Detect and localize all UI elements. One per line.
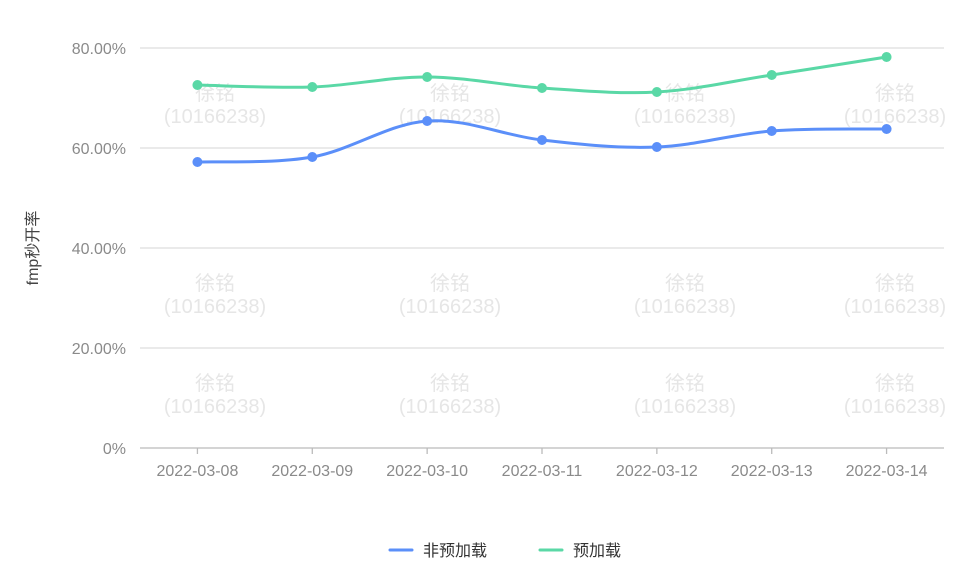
data-point: [651, 142, 662, 152]
watermark-name: 徐铭: [875, 82, 915, 105]
data-point: [881, 52, 892, 62]
data-point: [881, 124, 892, 134]
legend-item-1[interactable]: 预加载: [538, 542, 621, 560]
watermark-id: (10166238): [634, 106, 736, 128]
legend: 非预加载 预加载: [388, 542, 621, 560]
data-point: [537, 83, 547, 93]
series-layer: [192, 52, 892, 167]
watermark-name: 徐铭: [195, 372, 235, 395]
watermark-id: (10166238): [844, 296, 946, 318]
watermark-id: (10166238): [844, 396, 946, 418]
data-point: [307, 152, 318, 162]
x-tick-label: 2022-03-10: [386, 463, 468, 480]
watermark-layer: 徐铭(10166238)徐铭(10166238)徐铭(10166238)徐铭(1…: [164, 82, 946, 418]
y-tick-label: 60.00%: [72, 141, 126, 158]
watermark-id: (10166238): [399, 296, 501, 318]
x-tick-label: 2022-03-14: [846, 463, 928, 480]
watermark-name: 徐铭: [430, 372, 470, 395]
x-tick-label: 2022-03-11: [502, 463, 583, 480]
watermark-name: 徐铭: [875, 272, 915, 295]
data-point: [192, 80, 203, 90]
watermark-name: 徐铭: [665, 372, 705, 395]
x-tick-label: 2022-03-09: [271, 463, 353, 480]
data-point: [192, 157, 203, 167]
watermark-id: (10166238): [164, 296, 266, 318]
data-point: [422, 116, 433, 126]
watermark-name: 徐铭: [195, 82, 235, 105]
watermark-name: 徐铭: [875, 372, 915, 395]
watermark-id: (10166238): [164, 106, 266, 128]
x-tick-label: 2022-03-12: [616, 463, 698, 480]
y-tick-label: 40.00%: [72, 241, 126, 258]
x-axis-ticks: 2022-03-08 2022-03-09 2022-03-10 2022-03-11…: [157, 448, 928, 480]
data-point: [537, 135, 547, 145]
legend-label: 预加载: [573, 542, 621, 560]
y-axis-label: fmp秒开率: [24, 211, 42, 286]
watermark-name: 徐铭: [665, 272, 705, 295]
watermark-id: (10166238): [844, 106, 946, 128]
legend-item-0[interactable]: 非预加载: [388, 542, 487, 560]
watermark-name: 徐铭: [430, 272, 470, 295]
watermark-name: 徐铭: [430, 82, 470, 105]
data-point: [766, 126, 777, 136]
watermark-id: (10166238): [164, 396, 266, 418]
watermark-id: (10166238): [634, 396, 736, 418]
data-point: [307, 82, 318, 92]
y-axis-ticks: 0% 20.00% 40.00% 60.00% 80.00%: [72, 41, 126, 458]
data-point: [651, 87, 662, 97]
watermark-id: (10166238): [399, 106, 501, 128]
watermark-id: (10166238): [399, 396, 501, 418]
x-tick-label: 2022-03-13: [731, 463, 813, 480]
watermark-name: 徐铭: [665, 82, 705, 105]
y-tick-label: 80.00%: [72, 41, 126, 58]
legend-label: 非预加载: [423, 542, 487, 560]
watermark-name: 徐铭: [195, 272, 235, 295]
x-tick-label: 2022-03-08: [157, 463, 239, 480]
y-tick-label: 0%: [103, 441, 126, 458]
y-tick-label: 20.00%: [72, 341, 126, 358]
watermark-id: (10166238): [634, 296, 736, 318]
data-point: [766, 70, 777, 80]
data-point: [422, 72, 433, 82]
